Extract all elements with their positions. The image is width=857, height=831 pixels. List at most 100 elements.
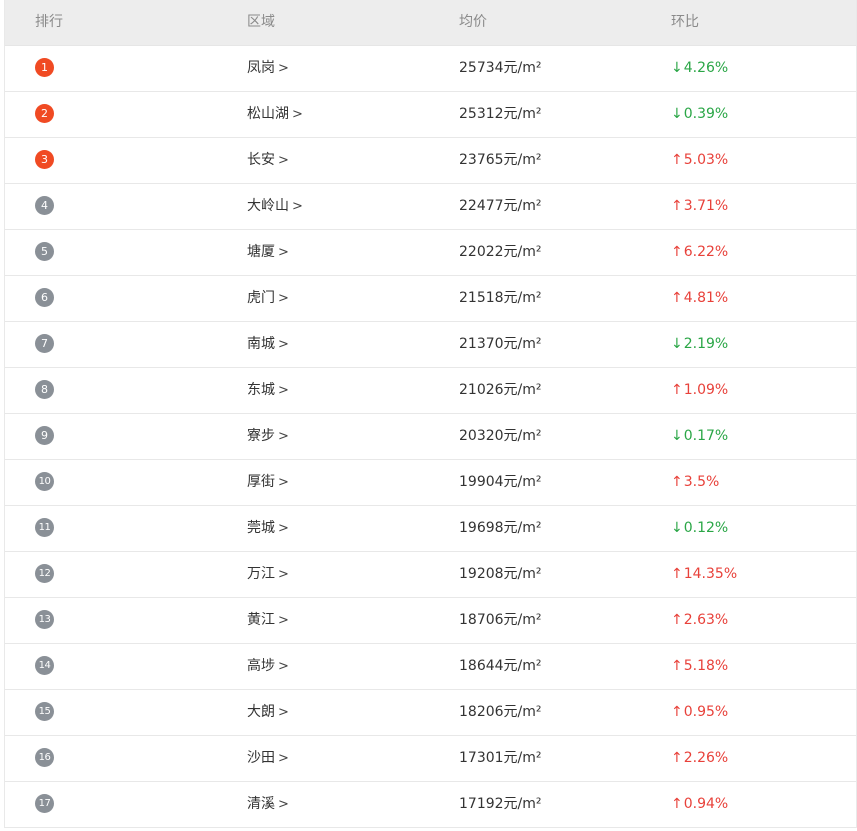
area-link[interactable]: 塘厦 > bbox=[247, 230, 289, 275]
arrow-up-icon: ↑ bbox=[671, 658, 683, 674]
price-cell: 21370元/m² bbox=[459, 336, 542, 352]
area-link[interactable]: 虎门 > bbox=[247, 276, 289, 321]
area-name[interactable]: 厚街 bbox=[247, 474, 275, 490]
table-row: 2 松山湖 > 25312元/m² ↓0.39% bbox=[5, 92, 856, 138]
header-change: 环比 bbox=[671, 14, 699, 30]
table-row: 12 万江 > 19208元/m² ↑14.35% bbox=[5, 552, 856, 598]
area-link[interactable]: 清溪 > bbox=[247, 782, 289, 827]
price-cell: 22022元/m² bbox=[459, 244, 542, 260]
area-name[interactable]: 万江 bbox=[247, 566, 275, 582]
rank-badge: 9 bbox=[35, 425, 54, 445]
table-header: 排行 区域 均价 环比 bbox=[5, 0, 856, 46]
rank-cell: 17 bbox=[35, 782, 54, 827]
table-row: 1 凤岗 > 25734元/m² ↓4.26% bbox=[5, 46, 856, 92]
area-name[interactable]: 莞城 bbox=[247, 520, 275, 536]
area-link[interactable]: 厚街 > bbox=[247, 460, 289, 505]
area-name[interactable]: 塘厦 bbox=[247, 244, 275, 260]
area-link[interactable]: 寮步 > bbox=[247, 414, 289, 459]
table-row: 17 清溪 > 17192元/m² ↑0.94% bbox=[5, 782, 856, 828]
area-link[interactable]: 沙田 > bbox=[247, 736, 289, 781]
area-name[interactable]: 松山湖 bbox=[247, 106, 289, 122]
area-name[interactable]: 高埗 bbox=[247, 658, 275, 674]
area-link[interactable]: 南城 > bbox=[247, 322, 289, 367]
area-link[interactable]: 高埗 > bbox=[247, 644, 289, 689]
chevron-right-icon: > bbox=[278, 521, 289, 536]
change-value: 0.39% bbox=[683, 106, 729, 122]
change-value: 1.09% bbox=[683, 382, 729, 398]
change-value: 0.17% bbox=[683, 428, 729, 444]
price-cell: 17192元/m² bbox=[459, 796, 542, 812]
area-link[interactable]: 大朗 > bbox=[247, 690, 289, 735]
area-link[interactable]: 黄江 > bbox=[247, 598, 289, 643]
area-link[interactable]: 莞城 > bbox=[247, 506, 289, 551]
rank-cell: 2 bbox=[35, 92, 54, 137]
table-row: 10 厚街 > 19904元/m² ↑3.5% bbox=[5, 460, 856, 506]
rank-badge: 4 bbox=[35, 195, 54, 215]
price-cell: 18644元/m² bbox=[459, 658, 542, 674]
change-value: 5.03% bbox=[683, 152, 729, 168]
area-name[interactable]: 寮步 bbox=[247, 428, 275, 444]
area-name[interactable]: 沙田 bbox=[247, 750, 275, 766]
change-value: 2.63% bbox=[683, 612, 729, 628]
chevron-right-icon: > bbox=[278, 705, 289, 720]
change-cell: ↑14.35% bbox=[671, 552, 737, 597]
rank-badge: 13 bbox=[35, 609, 54, 629]
table-body: 1 凤岗 > 25734元/m² ↓4.26% 2 松山湖 > 25312元/m² … bbox=[5, 46, 856, 828]
arrow-up-icon: ↑ bbox=[671, 382, 683, 398]
arrow-up-icon: ↑ bbox=[671, 612, 683, 628]
change-value: 4.81% bbox=[683, 290, 729, 306]
table-row: 11 莞城 > 19698元/m² ↓0.12% bbox=[5, 506, 856, 552]
header-rank: 排行 bbox=[35, 14, 63, 30]
area-name[interactable]: 黄江 bbox=[247, 612, 275, 628]
area-name[interactable]: 南城 bbox=[247, 336, 275, 352]
rank-badge: 7 bbox=[35, 333, 54, 353]
rank-badge: 3 bbox=[35, 149, 54, 169]
table-row: 8 东城 > 21026元/m² ↑1.09% bbox=[5, 368, 856, 414]
table-row: 6 虎门 > 21518元/m² ↑4.81% bbox=[5, 276, 856, 322]
price-cell: 21026元/m² bbox=[459, 382, 542, 398]
price-ranking-table: 排行 区域 均价 环比 1 凤岗 > 25734元/m² ↓4.26% 2 松山湖… bbox=[4, 0, 857, 828]
area-link[interactable]: 大岭山 > bbox=[247, 184, 303, 229]
rank-badge: 6 bbox=[35, 287, 54, 307]
rank-cell: 5 bbox=[35, 230, 54, 275]
area-name[interactable]: 凤岗 bbox=[247, 60, 275, 76]
area-name[interactable]: 东城 bbox=[247, 382, 275, 398]
chevron-right-icon: > bbox=[278, 429, 289, 444]
area-name[interactable]: 长安 bbox=[247, 152, 275, 168]
area-link[interactable]: 长安 > bbox=[247, 138, 289, 183]
change-cell: ↑2.63% bbox=[671, 598, 728, 643]
arrow-up-icon: ↑ bbox=[671, 704, 683, 720]
change-cell: ↑2.26% bbox=[671, 736, 728, 781]
area-link[interactable]: 万江 > bbox=[247, 552, 289, 597]
price-cell: 25734元/m² bbox=[459, 60, 542, 76]
price-cell: 25312元/m² bbox=[459, 106, 542, 122]
area-link[interactable]: 松山湖 > bbox=[247, 92, 303, 137]
rank-badge: 10 bbox=[35, 471, 54, 491]
change-cell: ↓0.17% bbox=[671, 414, 728, 459]
area-name[interactable]: 大岭山 bbox=[247, 198, 289, 214]
rank-badge: 1 bbox=[35, 57, 54, 77]
area-link[interactable]: 凤岗 > bbox=[247, 46, 289, 91]
area-name[interactable]: 大朗 bbox=[247, 704, 275, 720]
change-cell: ↑1.09% bbox=[671, 368, 728, 413]
area-name[interactable]: 清溪 bbox=[247, 796, 275, 812]
chevron-right-icon: > bbox=[278, 797, 289, 812]
table-row: 9 寮步 > 20320元/m² ↓0.17% bbox=[5, 414, 856, 460]
rank-cell: 7 bbox=[35, 322, 54, 367]
table-row: 7 南城 > 21370元/m² ↓2.19% bbox=[5, 322, 856, 368]
area-name[interactable]: 虎门 bbox=[247, 290, 275, 306]
change-cell: ↑0.95% bbox=[671, 690, 728, 735]
price-cell: 21518元/m² bbox=[459, 290, 542, 306]
change-cell: ↑5.18% bbox=[671, 644, 728, 689]
rank-badge: 16 bbox=[35, 747, 54, 767]
chevron-right-icon: > bbox=[278, 751, 289, 766]
change-value: 14.35% bbox=[683, 566, 738, 582]
price-cell: 23765元/m² bbox=[459, 152, 542, 168]
change-cell: ↑3.5% bbox=[671, 460, 719, 505]
change-cell: ↑5.03% bbox=[671, 138, 728, 183]
change-value: 0.94% bbox=[683, 796, 729, 812]
arrow-up-icon: ↑ bbox=[671, 566, 683, 582]
rank-badge: 15 bbox=[35, 701, 54, 721]
rank-badge: 8 bbox=[35, 379, 54, 399]
area-link[interactable]: 东城 > bbox=[247, 368, 289, 413]
